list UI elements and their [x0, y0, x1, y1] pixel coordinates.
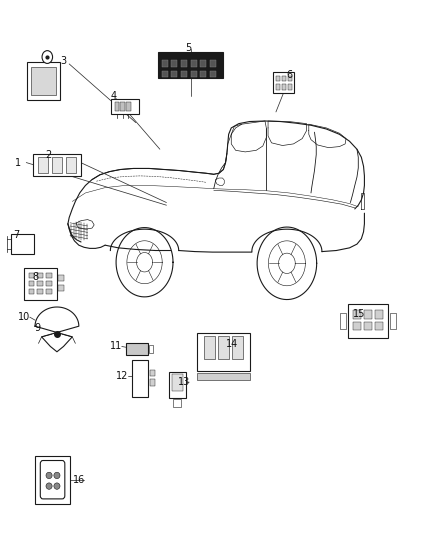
Bar [126, 343, 148, 355]
Bar [27, 62, 60, 100]
Bar [46, 273, 52, 278]
Bar [28, 289, 34, 294]
Circle shape [42, 51, 53, 63]
Text: 16: 16 [73, 475, 85, 484]
Bar [169, 372, 186, 398]
Ellipse shape [46, 483, 52, 489]
Ellipse shape [54, 483, 60, 489]
Bar [149, 370, 155, 376]
Bar [162, 60, 168, 67]
Bar [59, 285, 64, 291]
Bar [171, 60, 177, 67]
Bar [115, 102, 119, 111]
Bar [273, 72, 294, 93]
Text: 7: 7 [14, 230, 20, 239]
Bar [28, 273, 34, 278]
FancyBboxPatch shape [40, 461, 65, 499]
Bar [200, 60, 206, 67]
Bar [364, 322, 372, 330]
Bar [171, 71, 177, 77]
Bar [52, 157, 62, 173]
Text: 10: 10 [18, 312, 30, 322]
Bar [173, 399, 181, 407]
Text: 2: 2 [45, 150, 51, 159]
Bar [353, 322, 361, 330]
Bar [210, 71, 216, 77]
Bar [232, 336, 243, 359]
Bar [37, 289, 43, 294]
Text: 6: 6 [286, 70, 292, 79]
Text: 11: 11 [110, 342, 122, 351]
Text: 4: 4 [111, 91, 117, 101]
Text: 5: 5 [185, 43, 191, 53]
Bar [46, 289, 52, 294]
Bar [24, 268, 57, 300]
Bar [288, 76, 292, 81]
Bar [375, 310, 383, 319]
Bar [46, 281, 52, 286]
Bar [276, 84, 280, 90]
Bar [282, 84, 286, 90]
Text: 8: 8 [32, 272, 38, 282]
Bar [200, 71, 206, 77]
Text: 12: 12 [117, 371, 129, 381]
Bar [172, 374, 183, 391]
Bar [37, 281, 43, 286]
Bar [197, 333, 250, 371]
Bar [218, 336, 229, 359]
Bar [204, 336, 215, 359]
Bar [181, 60, 187, 67]
Text: 9: 9 [34, 323, 40, 333]
Bar [35, 456, 70, 504]
Bar [149, 345, 153, 353]
Text: 15: 15 [353, 310, 365, 319]
Bar [59, 275, 64, 281]
Text: 13: 13 [178, 377, 190, 387]
Bar [191, 71, 197, 77]
Bar [340, 313, 346, 329]
Bar [191, 60, 197, 67]
Text: 1: 1 [14, 158, 21, 167]
Bar [132, 360, 148, 397]
Bar [28, 281, 34, 286]
Bar [181, 71, 187, 77]
Bar [353, 310, 361, 319]
Text: 14: 14 [226, 339, 238, 349]
Bar [32, 67, 56, 95]
Bar [37, 273, 43, 278]
Bar [158, 52, 223, 78]
Text: 3: 3 [60, 56, 67, 66]
Bar [276, 76, 280, 81]
Bar [210, 60, 216, 67]
Ellipse shape [46, 472, 52, 479]
Bar [282, 76, 286, 81]
Bar [38, 157, 48, 173]
Bar [33, 154, 81, 176]
Bar [375, 322, 383, 330]
Ellipse shape [54, 472, 60, 479]
Bar [66, 157, 76, 173]
Bar [348, 303, 388, 338]
Bar [11, 234, 34, 254]
Bar [364, 310, 372, 319]
Polygon shape [35, 307, 79, 352]
Bar [149, 379, 155, 386]
Bar [110, 99, 139, 114]
Bar [126, 102, 131, 111]
Bar [288, 84, 292, 90]
Bar [197, 373, 250, 380]
Bar [162, 71, 168, 77]
Bar [120, 102, 125, 111]
Bar [390, 313, 396, 329]
